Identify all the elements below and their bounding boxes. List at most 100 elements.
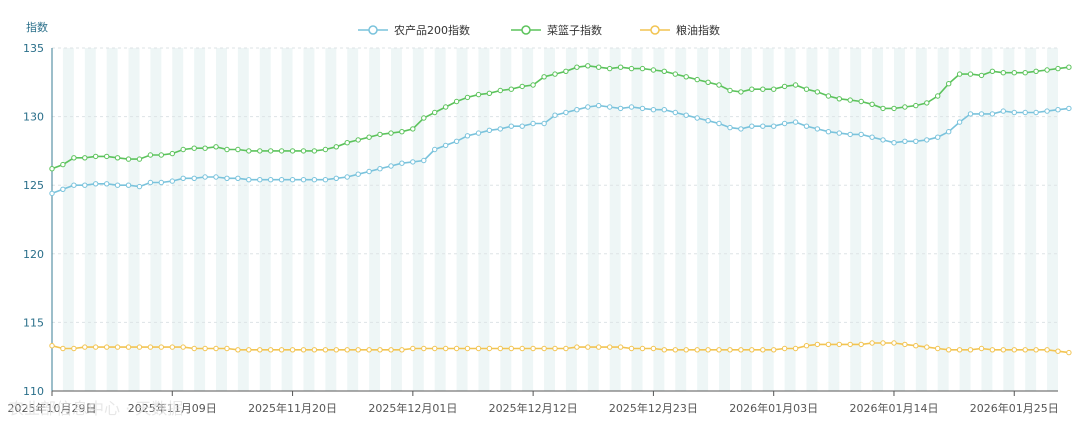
data-point[interactable]	[694, 347, 700, 353]
data-point[interactable]	[311, 177, 318, 183]
data-point[interactable]	[639, 105, 646, 112]
data-point[interactable]	[1011, 70, 1017, 76]
data-point[interactable]	[519, 345, 525, 352]
data-point[interactable]	[607, 104, 613, 110]
data-point[interactable]	[847, 341, 853, 348]
data-point[interactable]	[935, 93, 941, 99]
data-point[interactable]	[60, 186, 66, 193]
data-point[interactable]	[847, 131, 853, 138]
data-point[interactable]	[781, 83, 788, 90]
data-point[interactable]	[125, 182, 132, 188]
data-point[interactable]	[475, 91, 482, 98]
data-point[interactable]	[475, 130, 482, 136]
data-point[interactable]	[410, 159, 416, 165]
data-point[interactable]	[147, 344, 154, 350]
data-point[interactable]	[289, 148, 296, 154]
data-point[interactable]	[49, 166, 55, 172]
data-point[interactable]	[344, 140, 350, 146]
data-point[interactable]	[530, 120, 536, 127]
data-point[interactable]	[825, 93, 832, 99]
data-point[interactable]	[377, 166, 383, 172]
data-point[interactable]	[760, 86, 766, 92]
data-point[interactable]	[650, 345, 657, 352]
data-point[interactable]	[213, 345, 219, 352]
data-point[interactable]	[235, 347, 241, 353]
data-point[interactable]	[432, 345, 438, 352]
data-point[interactable]	[705, 79, 711, 86]
data-point[interactable]	[1022, 70, 1028, 76]
data-point[interactable]	[956, 347, 963, 353]
data-point[interactable]	[891, 105, 897, 112]
data-point[interactable]	[1000, 108, 1006, 114]
data-point[interactable]	[1011, 347, 1017, 353]
data-point[interactable]	[344, 347, 350, 353]
data-point[interactable]	[749, 347, 755, 353]
data-point[interactable]	[705, 118, 711, 124]
data-point[interactable]	[224, 345, 230, 352]
data-point[interactable]	[749, 86, 755, 92]
data-point[interactable]	[574, 344, 580, 350]
data-point[interactable]	[114, 182, 121, 188]
data-point[interactable]	[650, 67, 657, 73]
data-point[interactable]	[1000, 347, 1006, 353]
data-point[interactable]	[1044, 108, 1050, 114]
data-point[interactable]	[814, 89, 821, 95]
data-point[interactable]	[333, 144, 339, 150]
data-point[interactable]	[147, 152, 154, 158]
data-point[interactable]	[902, 104, 908, 110]
legend-item[interactable]: 菜篮子指数	[511, 23, 602, 37]
data-point[interactable]	[202, 345, 208, 352]
data-point[interactable]	[191, 145, 197, 151]
data-point[interactable]	[628, 104, 635, 110]
data-point[interactable]	[224, 175, 230, 182]
legend-item[interactable]: 农产品200指数	[358, 23, 470, 37]
data-point[interactable]	[278, 177, 285, 183]
data-point[interactable]	[60, 161, 66, 168]
data-point[interactable]	[1022, 109, 1028, 116]
data-point[interactable]	[377, 131, 383, 138]
data-point[interactable]	[180, 175, 186, 182]
data-point[interactable]	[705, 347, 711, 353]
data-point[interactable]	[71, 155, 77, 161]
data-point[interactable]	[497, 126, 503, 132]
data-point[interactable]	[1055, 348, 1061, 354]
data-point[interactable]	[891, 140, 897, 146]
data-point[interactable]	[213, 144, 219, 150]
data-point[interactable]	[213, 174, 219, 180]
data-point[interactable]	[596, 102, 602, 109]
data-point[interactable]	[880, 137, 886, 143]
data-point[interactable]	[661, 347, 667, 353]
data-point[interactable]	[300, 347, 307, 353]
data-point[interactable]	[617, 344, 624, 350]
data-point[interactable]	[388, 130, 394, 136]
data-point[interactable]	[563, 109, 569, 116]
data-point[interactable]	[60, 345, 66, 352]
data-point[interactable]	[924, 137, 930, 143]
data-point[interactable]	[1055, 107, 1061, 113]
data-point[interactable]	[541, 74, 547, 80]
data-point[interactable]	[169, 178, 176, 184]
data-point[interactable]	[552, 345, 558, 352]
data-point[interactable]	[366, 134, 372, 140]
data-point[interactable]	[257, 148, 263, 154]
data-point[interactable]	[268, 148, 274, 154]
data-point[interactable]	[278, 148, 285, 154]
data-point[interactable]	[191, 345, 197, 352]
data-point[interactable]	[366, 347, 372, 353]
data-point[interactable]	[1022, 347, 1028, 353]
data-point[interactable]	[1044, 67, 1050, 73]
data-point[interactable]	[825, 341, 832, 348]
data-point[interactable]	[377, 347, 383, 353]
data-point[interactable]	[158, 344, 165, 350]
data-point[interactable]	[552, 112, 558, 118]
data-point[interactable]	[486, 90, 493, 97]
data-point[interactable]	[114, 344, 121, 350]
data-point[interactable]	[322, 177, 329, 183]
data-point[interactable]	[421, 157, 427, 164]
data-point[interactable]	[913, 343, 919, 349]
data-point[interactable]	[716, 120, 722, 127]
data-point[interactable]	[858, 131, 864, 138]
data-point[interactable]	[235, 146, 241, 153]
data-point[interactable]	[913, 102, 919, 109]
data-point[interactable]	[847, 97, 853, 103]
